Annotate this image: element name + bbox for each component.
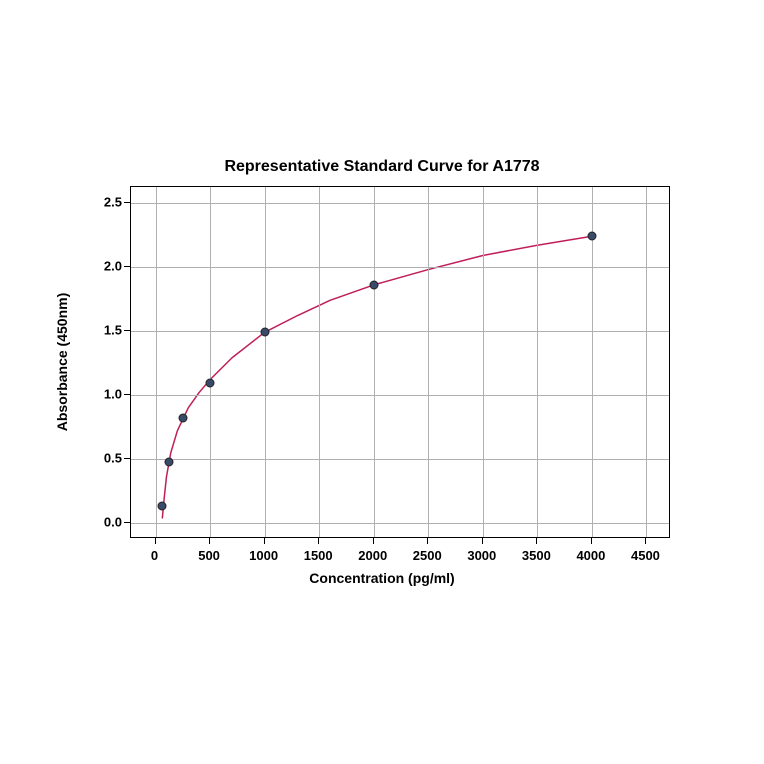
grid-line-v [483,187,484,537]
data-marker [165,457,174,466]
x-tick [427,538,428,544]
grid-line-h [131,395,669,396]
y-tick [124,458,130,459]
x-tick [318,538,319,544]
y-tick [124,522,130,523]
x-tick-label: 500 [198,548,220,563]
x-tick [373,538,374,544]
data-marker [206,379,215,388]
y-tick-label: 0.5 [94,451,122,466]
grid-line-h [131,459,669,460]
y-tick [124,330,130,331]
data-marker [587,232,596,241]
x-tick [209,538,210,544]
canvas: Representative Standard Curve for A1778 … [0,0,764,764]
y-axis-label: Absorbance (450nm) [54,293,70,431]
x-tick [264,538,265,544]
y-tick [124,202,130,203]
data-marker [369,280,378,289]
x-tick-label: 0 [151,548,158,563]
y-tick [124,394,130,395]
x-tick [645,538,646,544]
x-tick-label: 4000 [576,548,605,563]
x-tick-label: 1000 [249,548,278,563]
x-tick-label: 2000 [358,548,387,563]
x-tick-label: 3000 [467,548,496,563]
plot-area [130,186,670,538]
x-tick-label: 4500 [631,548,660,563]
grid-line-v [646,187,647,537]
x-tick-label: 1500 [304,548,333,563]
data-marker [260,328,269,337]
y-tick-label: 1.0 [94,387,122,402]
grid-line-h [131,523,669,524]
x-tick [591,538,592,544]
grid-line-h [131,267,669,268]
y-tick-label: 2.5 [94,195,122,210]
grid-line-v [319,187,320,537]
grid-line-v [210,187,211,537]
data-marker [158,502,167,511]
data-marker [178,414,187,423]
grid-line-v [537,187,538,537]
x-tick-label: 3500 [522,548,551,563]
x-tick [155,538,156,544]
x-tick [482,538,483,544]
x-tick [536,538,537,544]
y-tick-label: 1.5 [94,323,122,338]
x-tick-label: 2500 [413,548,442,563]
x-axis-label: Concentration (pg/ml) [0,570,764,586]
grid-line-v [374,187,375,537]
y-tick [124,266,130,267]
y-tick-label: 0.0 [94,515,122,530]
grid-line-h [131,203,669,204]
y-tick-label: 2.0 [94,259,122,274]
grid-line-h [131,331,669,332]
grid-line-v [428,187,429,537]
grid-line-v [156,187,157,537]
grid-line-v [265,187,266,537]
chart-title: Representative Standard Curve for A1778 [0,158,764,176]
